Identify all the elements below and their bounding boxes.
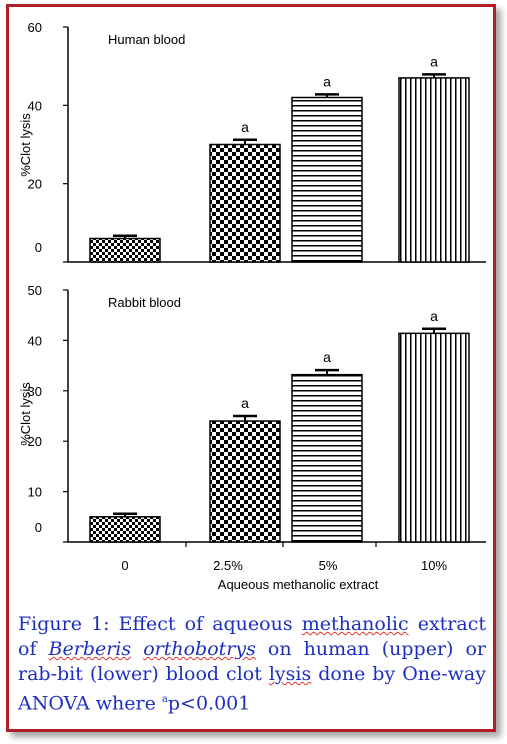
chart-title: Human blood [108,32,185,47]
caption-word-methanolic: methanolic [301,613,409,635]
y-tick-label: 40 [28,98,42,113]
human-blood-chart: 0 20 40 60 %Clot lysis Human blood a a a [18,20,486,263]
y-tick-label: 0 [35,240,42,255]
x-tick-label: 5% [319,558,338,573]
significance-label: a [241,395,249,411]
bar-5% [291,96,363,263]
x-tick-label: 0 [121,558,128,573]
significance-label: a [430,308,438,324]
significance-label: a [323,73,331,89]
caption-part3: on human (upper) or rab-bit (lower) bloo… [18,638,487,685]
caption-part5: p<0.001 [167,692,251,715]
rabbit-blood-chart: 0 10 20 30 40 50 %Clot lysis Rabbit blood a a a 0 2.… [18,283,486,592]
figure-caption: Figure 1: Effect of aqueous methanolic e… [18,612,486,716]
caption-space [131,638,143,660]
y-axis-label: %Clot lysis [18,382,33,446]
bar-0 [89,516,161,543]
bar-0 [89,237,161,263]
bar-10% [398,77,470,263]
significance-label: a [323,349,331,365]
y-axis-label: %Clot lysis [18,113,33,177]
caption-superscript: a [161,694,168,705]
x-tick-label: 10% [421,558,447,573]
y-tick-label: 40 [28,333,42,348]
y-tick-label: 10 [28,485,42,500]
y-tick-label: 20 [28,434,42,449]
y-tick-label: 50 [28,283,42,298]
bar-5% [291,373,363,543]
significance-label: a [430,53,438,69]
x-tick-label: 2.5% [213,558,243,573]
y-tick-label: 20 [28,177,42,192]
caption-word-lysis: lysis [268,663,312,685]
y-tick-label: 30 [28,384,42,399]
y-tick-label: 0 [35,520,42,535]
y-tick-label: 60 [28,20,42,35]
caption-part1: Figure 1: Effect of aqueous [18,613,302,635]
x-axis-label: Aqueous methanolic extract [218,577,379,592]
significance-label: a [241,119,249,135]
caption-word-berberis: Berberis [48,638,132,660]
caption-part2: extract of [18,613,486,660]
bar-10% [398,332,470,543]
caption-word-orthobotrys: orthobotrys [143,638,256,660]
chart-title: Rabbit blood [108,295,181,310]
bar-2.5% [209,143,281,263]
bar-2.5% [209,420,281,543]
caption-part4: done by One-way ANOVA where [18,663,486,715]
